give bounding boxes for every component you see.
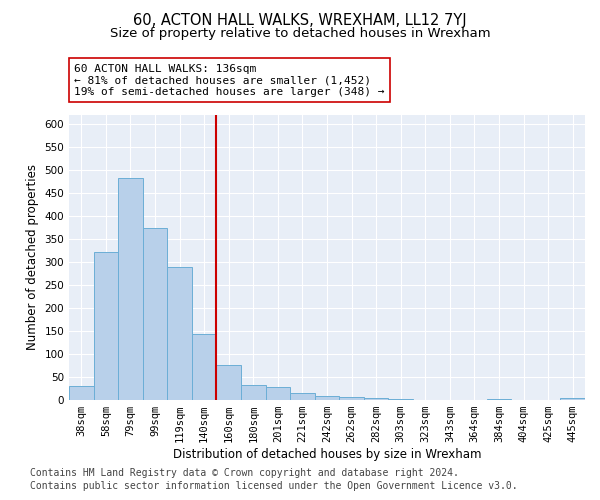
Text: Size of property relative to detached houses in Wrexham: Size of property relative to detached ho… — [110, 28, 490, 40]
Bar — [217, 364, 241, 400]
Text: 60 ACTON HALL WALKS: 136sqm
← 81% of detached houses are smaller (1,452)
19% of : 60 ACTON HALL WALKS: 136sqm ← 81% of det… — [74, 64, 385, 97]
Bar — [241, 386, 266, 400]
Bar — [487, 398, 511, 400]
Y-axis label: Number of detached properties: Number of detached properties — [26, 164, 39, 350]
Bar — [388, 399, 413, 400]
Text: Contains public sector information licensed under the Open Government Licence v3: Contains public sector information licen… — [30, 481, 518, 491]
Bar — [364, 398, 388, 400]
Bar — [118, 178, 143, 400]
Text: 60, ACTON HALL WALKS, WREXHAM, LL12 7YJ: 60, ACTON HALL WALKS, WREXHAM, LL12 7YJ — [133, 12, 467, 28]
Bar — [192, 334, 217, 400]
Bar — [560, 398, 585, 400]
Bar — [339, 397, 364, 400]
Bar — [94, 252, 118, 400]
Bar — [315, 396, 339, 400]
Bar — [290, 392, 315, 400]
Bar — [143, 228, 167, 400]
Text: Contains HM Land Registry data © Crown copyright and database right 2024.: Contains HM Land Registry data © Crown c… — [30, 468, 459, 477]
Bar — [266, 386, 290, 400]
X-axis label: Distribution of detached houses by size in Wrexham: Distribution of detached houses by size … — [173, 448, 481, 461]
Bar — [167, 266, 192, 400]
Bar — [69, 386, 94, 400]
